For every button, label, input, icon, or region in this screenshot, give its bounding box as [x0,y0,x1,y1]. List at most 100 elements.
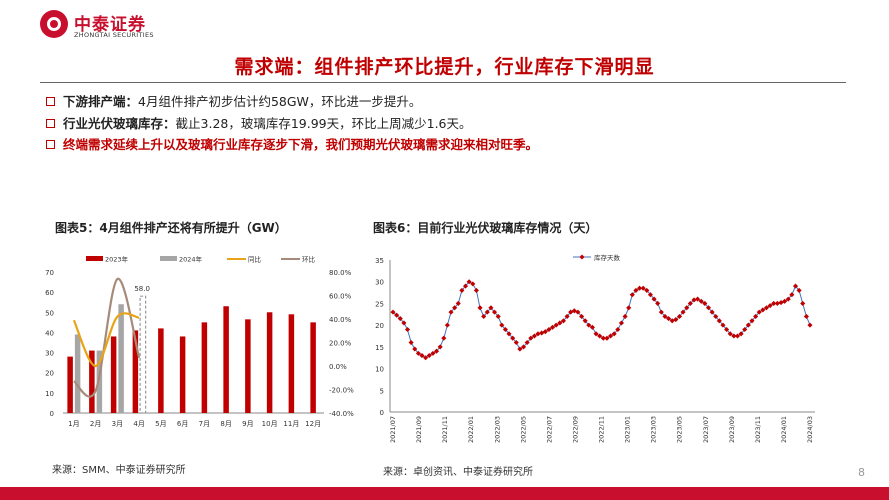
chart2-point [756,309,762,315]
chart2-point [466,279,472,285]
chart2-y-tick: 0 [380,409,384,417]
chart2-point [727,331,733,337]
title-divider [40,82,846,83]
bullet-text: 终端需求延续上升以及玻璃行业库存逐步下滑，我们预期光伏玻璃需求迎来相对旺季。 [63,137,539,152]
chart2-point [404,326,411,333]
chart2-point [528,335,534,341]
chart2-y-tick: 10 [375,366,384,374]
chart2-x-tick: 2022/07 [545,416,553,443]
chart2-point [491,309,498,315]
chart1-legend-label: 2024年 [179,255,203,264]
chart1-x-tick: 5月 [155,420,166,428]
chart2-point [459,287,465,293]
chart1-y2-tick: 20.0% [329,340,352,348]
chart2-legend-marker [579,254,585,260]
chart2-point [807,322,813,328]
chart2-point [753,313,759,320]
chart2-x-tick: 2023/05 [676,416,684,443]
chart2-point [408,339,414,346]
bullet-box-icon [46,118,55,128]
chart2-point [720,322,726,328]
chart2-point [502,326,508,333]
chart2-point [390,309,396,315]
chart1-bar-2023 [245,319,251,413]
page-number: 8 [858,466,865,479]
chart1-bar-2024 [96,350,103,413]
chart2-point [419,352,425,359]
chart1-line-yoy [72,312,140,368]
chart1-x-tick: 10月 [262,420,278,428]
chart2-point [546,326,552,333]
chart2-x-tick: 2022/03 [493,416,501,443]
chart2-y-tick: 30 [375,279,384,287]
bullet-item: 下游排产端：4月组件排产初步估计约58GW，环比进一步提升。 [46,91,846,113]
chart2-x-tick: 2021/09 [415,416,423,443]
chart1-title: 图表5：4月组件排产还将有所提升（GW） [55,221,287,235]
chart2-point [433,348,440,354]
chart2-point [676,313,683,319]
chart2-x-tick: 2021/11 [441,416,449,443]
chart1-source: 来源：SMM、中泰证券研究所 [52,465,186,476]
footer-bar [0,487,889,500]
chart2-point [394,312,400,318]
chart2-point [626,305,632,311]
chart1-bar-2023 [288,314,295,413]
chart2-y-tick: 5 [380,387,384,395]
chart2-point [647,292,653,298]
chart2-x-tick: 2023/03 [650,416,658,443]
chart2-point [535,331,541,337]
chart1-bar-2023 [310,322,316,413]
chart1-x-tick: 7月 [199,420,210,428]
chart1-x-tick: 8月 [220,420,231,428]
chart2-point [452,305,458,311]
bullet-label: 行业光伏玻璃库存： [63,115,176,131]
chart1-legend-label: 2023年 [105,255,129,264]
chart1-x-tick: 3月 [112,420,123,428]
chart2-point [586,322,592,328]
chart2-point [553,322,559,328]
chart1-legend-label: 环比 [302,255,316,264]
chart1-y-tick: 30 [45,350,54,358]
chart2-point [589,324,595,330]
chart1-y2-tick: -20.0% [329,387,354,395]
chart2-title: 图表6：目前行业光伏玻璃库存情况（天） [373,221,598,235]
chart1-x-tick: 1月 [68,420,79,428]
brand-logo: 中泰证券 ZHONGTAI SECURITIES [40,8,170,42]
chart2-point [582,318,588,324]
chart2-point [597,333,603,339]
chart2-point [437,344,443,350]
chart2-point [524,339,530,346]
chart1-bar-2023 [89,350,95,413]
chart2-x-tick: 2021/07 [389,416,397,443]
chart2-point [796,287,802,293]
chart1-y2-tick: 80.0% [329,269,352,277]
chart1-y2-tick: 40.0% [329,316,352,324]
chart2-point [713,313,719,320]
chart2-x-tick: 2023/07 [702,416,710,443]
chart1-y2-tick: 0.0% [329,363,347,371]
chart1-bar-2023 [201,322,208,413]
chart1-line-mom [73,277,141,398]
chart2-y-tick: 15 [375,344,384,352]
chart1-bar-2023 [132,330,139,413]
bullet-label: 下游排产端： [63,94,139,109]
chart1-bar-2023 [67,356,73,413]
chart2-point [622,313,628,319]
bullet-text: 4月组件排产初步估计约58GW，环比进一步提升。 [138,94,422,109]
chart1-x-tick: 9月 [242,420,253,428]
brand-name-en: ZHONGTAI SECURITIES [74,31,154,39]
chart2-point [742,326,748,333]
bullet-item: 终端需求延续上升以及玻璃行业库存逐步下滑，我们预期光伏玻璃需求迎来相对旺季。 [46,134,846,156]
chart2-point [423,355,429,361]
chart1-y-tick: 40 [45,329,54,337]
chart1-bar-2024 [74,334,81,413]
chart2-x-tick: 2022/01 [467,416,475,443]
chart2-point [441,335,447,341]
chart2-line-inventory [392,281,811,359]
chart2-point [521,344,527,350]
chart1-y-tick: 10 [45,390,54,398]
chart2-x-tick: 2023/11 [754,416,762,443]
chart1-y2-tick: 60.0% [329,293,352,301]
brand-name: 中泰证券 [74,15,146,35]
